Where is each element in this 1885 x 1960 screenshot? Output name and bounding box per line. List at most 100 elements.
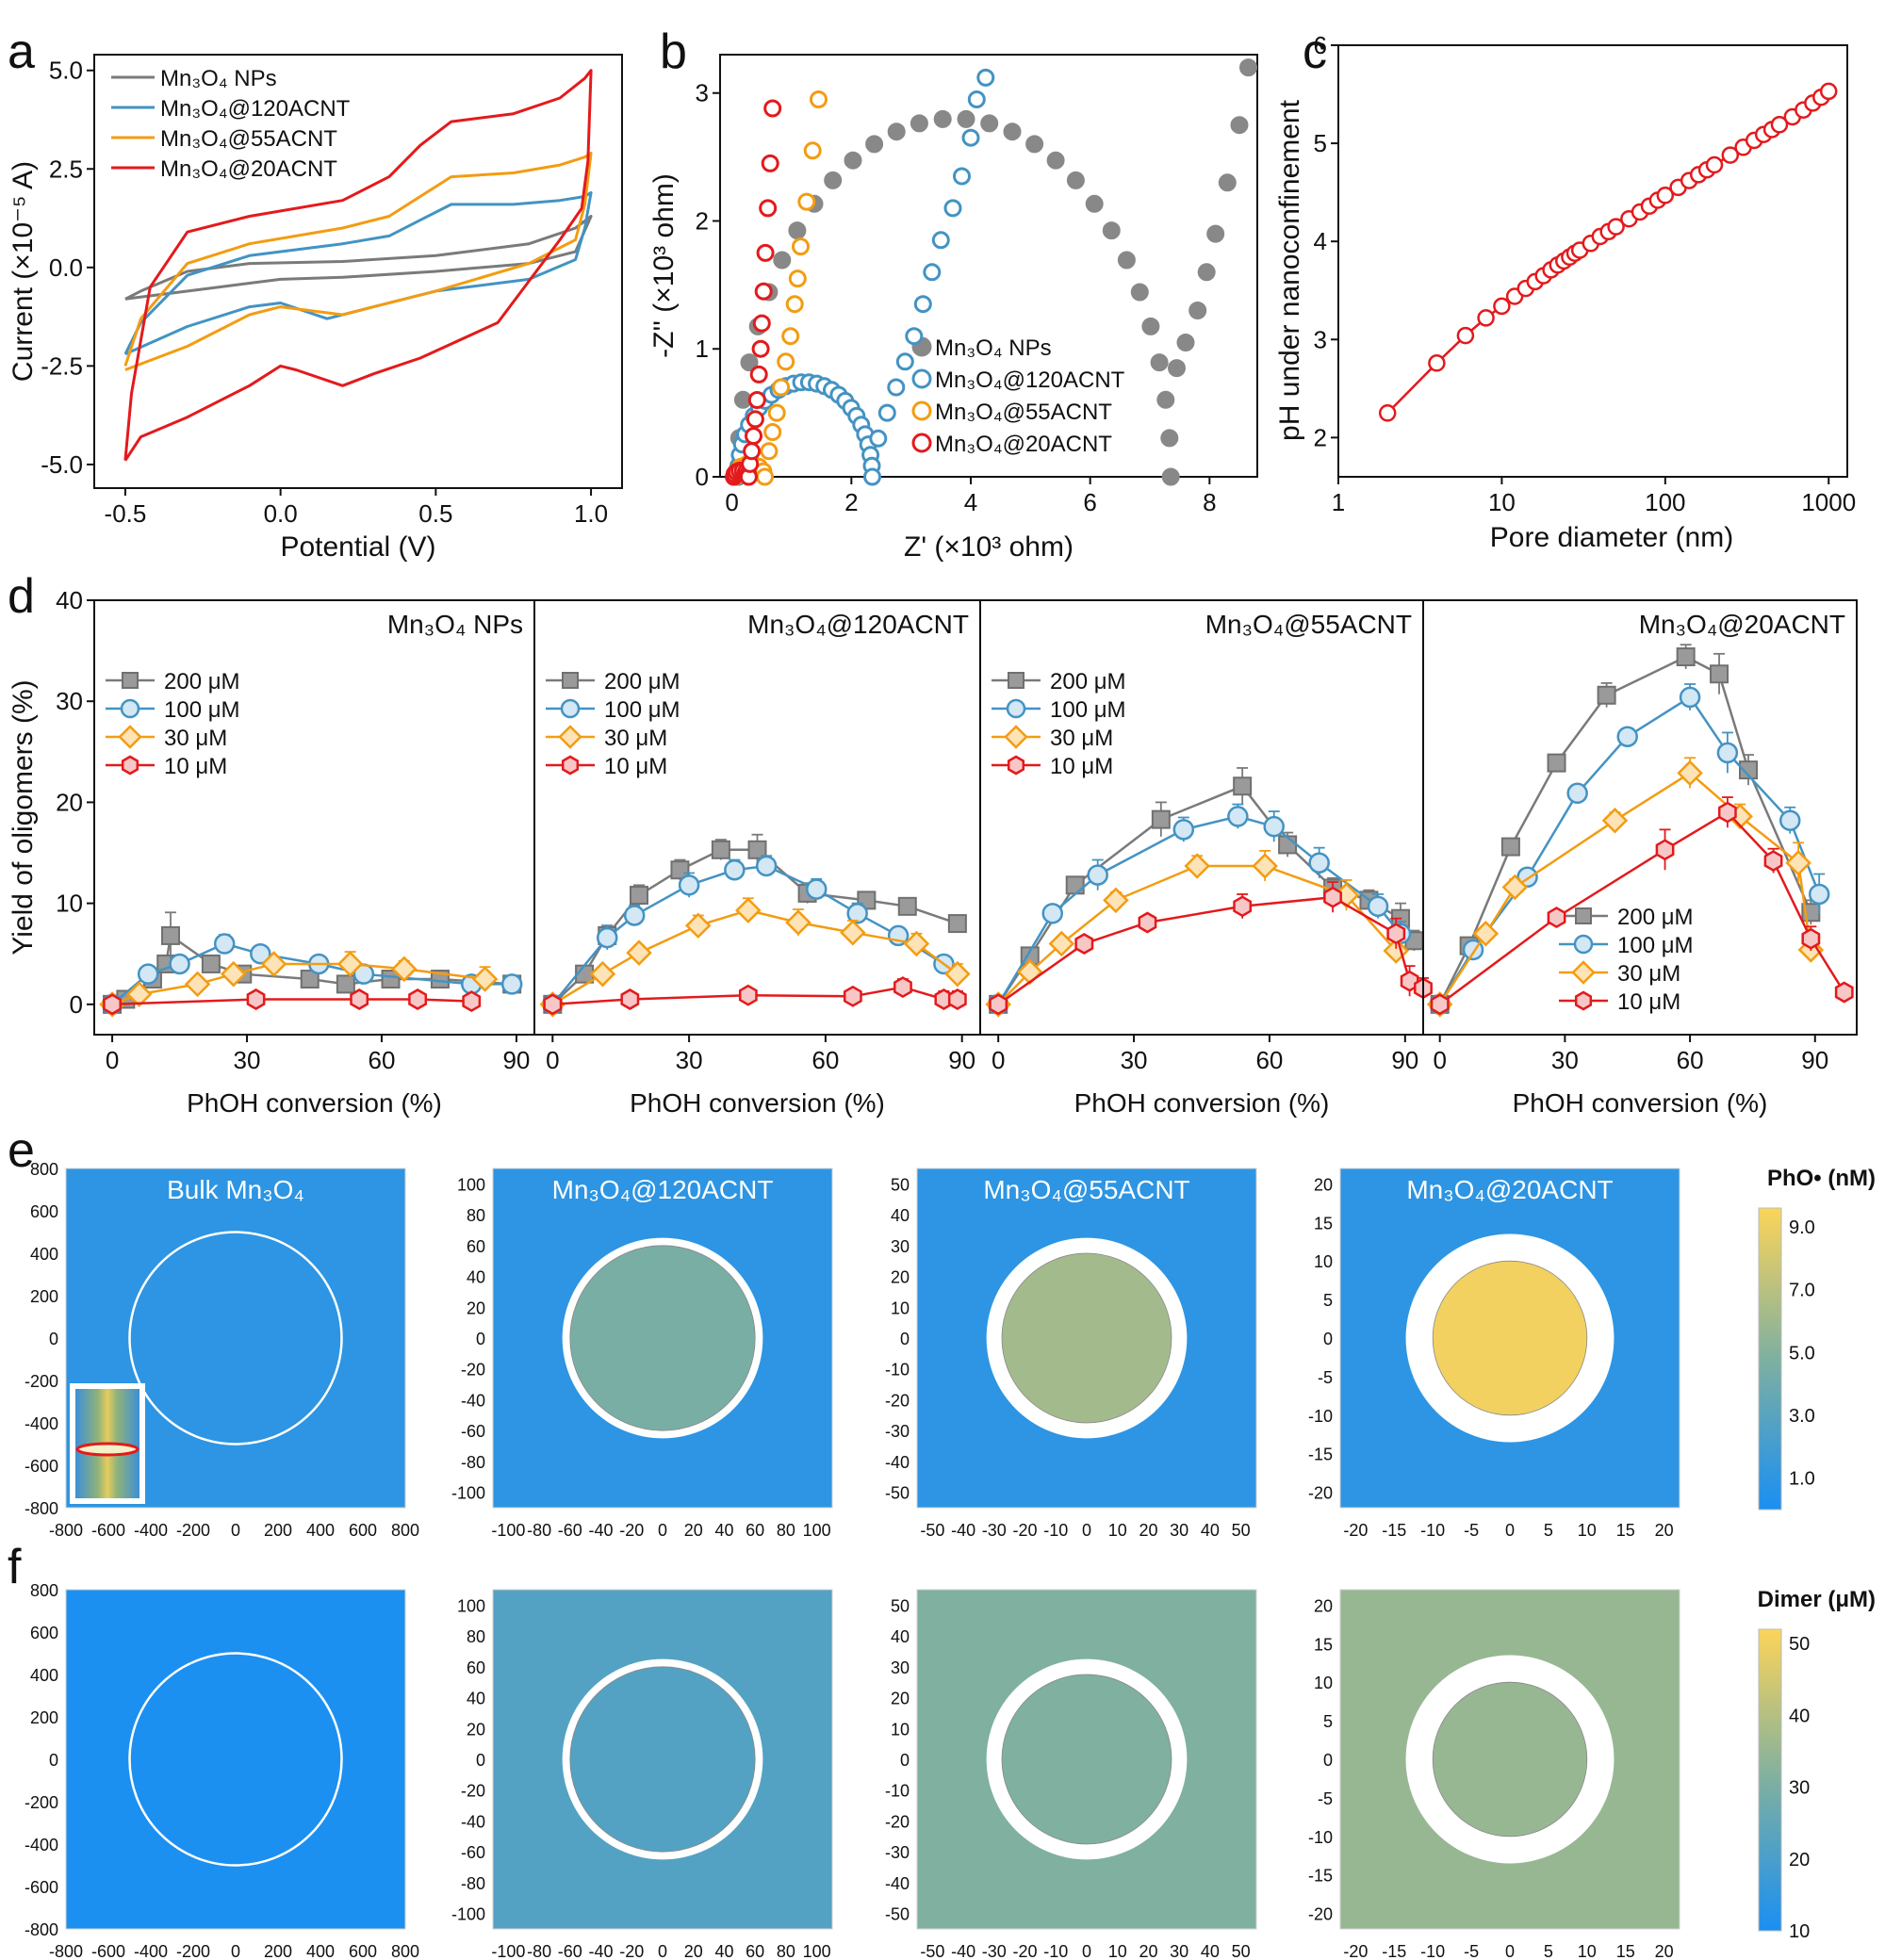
nyquist-point (752, 314, 771, 333)
legend-label: 100 μM (604, 697, 680, 723)
nyquist-point (792, 237, 810, 256)
pore-interior (1432, 1681, 1588, 1838)
subplot-title: Mn₃O₄ NPs (387, 610, 523, 639)
y-tick-label: 0 (70, 990, 83, 1019)
marker-circle (1716, 742, 1739, 764)
nyquist-point (957, 109, 975, 128)
y-tick-label: 10 (56, 890, 83, 918)
nyquist-point (1176, 334, 1195, 351)
x-tick-label: 90 (502, 1046, 530, 1074)
marker-hexagon (620, 988, 640, 1010)
x-tick-label: 30 (1170, 1521, 1188, 1540)
y-tick-label: 40 (467, 1268, 485, 1287)
x-tick-label: 50 (1232, 1942, 1251, 1960)
marker-diamond (1004, 725, 1028, 749)
marker-diamond (125, 981, 153, 1007)
nyquist-point (763, 99, 782, 118)
x-tick-label: 80 (777, 1942, 795, 1960)
marker-diamond (684, 912, 712, 939)
nyquist-point (759, 199, 778, 218)
x-tick-label: 400 (306, 1521, 335, 1540)
y-tick-label: -40 (461, 1391, 485, 1410)
y-tick-label: -600 (25, 1878, 58, 1897)
nyquist-point (895, 352, 914, 371)
y-tick-label: 1 (696, 335, 709, 363)
y-tick-label: 600 (30, 1624, 58, 1642)
nyquist-point (1161, 467, 1180, 486)
x-axis-label: Potential (V) (280, 531, 435, 563)
panel-letter-f: f (8, 1540, 22, 1594)
x-tick-label: -80 (527, 1942, 551, 1960)
nyquist-point (810, 90, 828, 108)
y-tick-label: 60 (467, 1658, 485, 1677)
heatmap-background (916, 1589, 1257, 1930)
heatmap-title: Mn₃O₄@20ACNT (1406, 1175, 1613, 1204)
legend-label: 10 μM (164, 754, 227, 779)
x-tick-label: 0 (1433, 1046, 1446, 1074)
heatmap-3: Mn₃O₄@20ACNT -20 -15 -10 -5 0 5 10 15 20 20 15 10 5 0 -… (1308, 1168, 1680, 1540)
x-tick-label: 60 (1677, 1046, 1704, 1074)
x-tick-label: 1 (1332, 488, 1345, 516)
marker-diamond (1785, 849, 1811, 876)
axes-frame (719, 54, 1258, 478)
x-axis-label: Z' (×10³ ohm) (904, 531, 1074, 563)
marker-square (336, 974, 355, 994)
x-tick-label: -0.5 (105, 499, 147, 528)
nyquist-point (749, 365, 768, 384)
y-tick-label: -20 (885, 1391, 910, 1410)
marker-hexagon (1007, 755, 1025, 776)
marker-diamond (1571, 960, 1596, 985)
y-tick-label: 20 (891, 1690, 910, 1708)
y-tick-label: -30 (885, 1843, 910, 1862)
colorbar-title: PhO• (nM) (1767, 1166, 1876, 1191)
marker-diamond (1501, 874, 1529, 901)
nyquist-point (913, 295, 932, 314)
y-tick-label: -800 (25, 1499, 58, 1518)
x-tick-label: -15 (1382, 1942, 1406, 1960)
x-tick-label: 15 (1616, 1942, 1635, 1960)
panel-letter-a: a (8, 24, 35, 79)
x-tick-label: 0 (106, 1046, 119, 1074)
legend-label: 30 μM (164, 726, 227, 751)
marker-diamond (1103, 887, 1129, 914)
y-tick-label: 0 (1323, 1330, 1333, 1348)
marker-circle (560, 698, 581, 719)
nyquist-point (863, 467, 881, 486)
y-tick-label: -100 (451, 1484, 485, 1503)
nyquist-point (931, 231, 950, 250)
x-tick-label: 90 (1391, 1046, 1418, 1074)
x-tick-label: 80 (777, 1521, 795, 1540)
x-tick-label: -60 (558, 1942, 582, 1960)
pore-outline (128, 1652, 343, 1867)
legend-marker (911, 433, 932, 453)
legend-label: Mn₃O₄@55ACNT (935, 400, 1112, 425)
marker-circle (846, 903, 868, 924)
marker-hexagon (1763, 850, 1783, 873)
nyquist-point (797, 192, 816, 211)
ph-point (1456, 326, 1475, 345)
marker-circle (1778, 809, 1801, 831)
nyquist-point (1239, 58, 1257, 77)
y-tick-label: 5.0 (49, 57, 83, 85)
x-tick-label: 40 (714, 1942, 733, 1960)
nyquist-point (1130, 283, 1149, 302)
colorbar-tick-label: 1.0 (1789, 1469, 1815, 1490)
y-tick-label: -10 (1308, 1828, 1333, 1847)
x-tick-label: 10 (1578, 1942, 1597, 1960)
legend-label: Mn₃O₄@20ACNT (935, 432, 1112, 457)
legend-label: Mn₃O₄ NPs (935, 335, 1052, 361)
axes-frame (93, 54, 623, 489)
x-tick-label: -20 (619, 1521, 644, 1540)
x-tick-label: 20 (684, 1942, 703, 1960)
pore-interior (569, 1245, 756, 1431)
marker-hexagon (1386, 923, 1406, 945)
y-tick-label: 0.0 (49, 253, 83, 282)
y-tick-label: 0 (49, 1330, 58, 1348)
x-tick-label: -80 (527, 1521, 551, 1540)
marker-hexagon (1834, 981, 1854, 1004)
nyquist-point (905, 327, 924, 346)
y-axis-label: Current (×10⁻⁵ A) (8, 161, 39, 382)
y-tick-label: -20 (1308, 1905, 1333, 1924)
marker-diamond (626, 939, 652, 966)
nyquist-point (869, 429, 888, 448)
